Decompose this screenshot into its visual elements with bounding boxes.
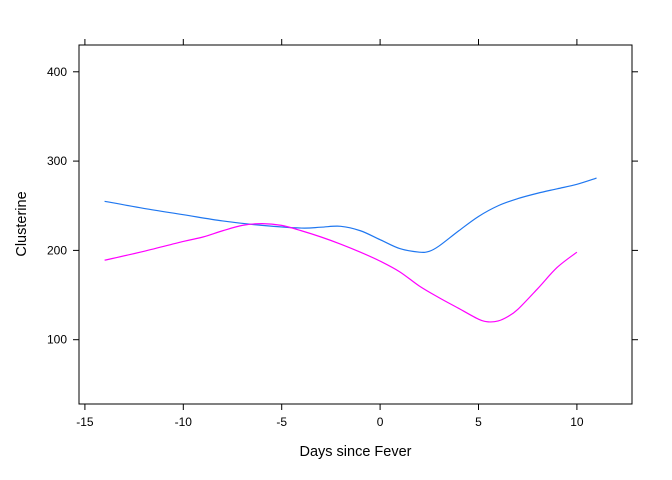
x-tick-label: -5 xyxy=(276,415,287,429)
series-line-1 xyxy=(104,177,597,253)
y-tick-label: 400 xyxy=(47,65,67,79)
y-ticks-right xyxy=(632,71,638,341)
y-ticks-left xyxy=(73,71,79,341)
y-tick-labels: 100 200 300 400 xyxy=(47,65,67,347)
x-tick-labels: -15 -10 -5 0 5 10 xyxy=(76,415,584,429)
x-tick-label: 0 xyxy=(377,415,384,429)
x-tick-label: -15 xyxy=(76,415,94,429)
x-tick-label: 5 xyxy=(475,415,482,429)
x-tick-label: 10 xyxy=(570,415,584,429)
x-ticks-bottom xyxy=(84,404,578,410)
plot-frame xyxy=(78,44,633,405)
x-tick-label: -10 xyxy=(175,415,193,429)
y-axis-title: Clusterine xyxy=(14,191,30,256)
y-tick-label: 200 xyxy=(47,243,67,257)
series-layer xyxy=(104,177,597,323)
series-line-2 xyxy=(104,223,578,323)
x-ticks-top xyxy=(84,39,578,45)
y-tick-label: 300 xyxy=(47,154,67,168)
x-axis-title: Days since Fever xyxy=(299,444,411,460)
y-tick-label: 100 xyxy=(47,333,67,347)
